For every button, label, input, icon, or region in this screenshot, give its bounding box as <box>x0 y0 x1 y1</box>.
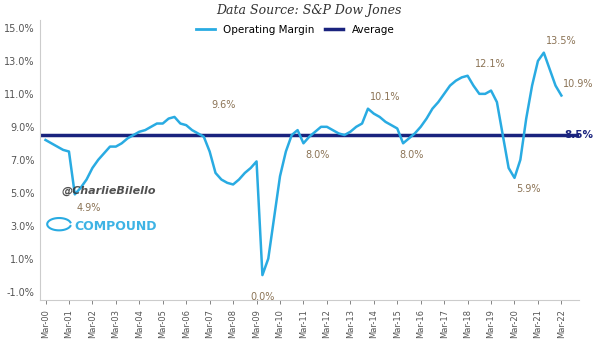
Text: 5.9%: 5.9% <box>516 184 541 195</box>
Text: 0.0%: 0.0% <box>250 292 275 302</box>
Text: 10.9%: 10.9% <box>563 79 593 89</box>
Text: 10.1%: 10.1% <box>370 92 400 102</box>
Title: Data Source: S&P Dow Jones: Data Source: S&P Dow Jones <box>217 4 402 17</box>
Text: 8.0%: 8.0% <box>399 150 424 160</box>
Legend: Operating Margin, Average: Operating Margin, Average <box>196 25 395 35</box>
Text: 12.1%: 12.1% <box>475 59 506 69</box>
Text: @CharlieBilello: @CharlieBilello <box>61 185 156 196</box>
Text: 8.5%: 8.5% <box>565 130 593 140</box>
Text: 8.0%: 8.0% <box>305 150 329 160</box>
Text: 9.6%: 9.6% <box>211 100 236 110</box>
Text: COMPOUND: COMPOUND <box>75 220 157 233</box>
Text: 13.5%: 13.5% <box>545 36 576 46</box>
Text: 4.9%: 4.9% <box>77 202 101 213</box>
